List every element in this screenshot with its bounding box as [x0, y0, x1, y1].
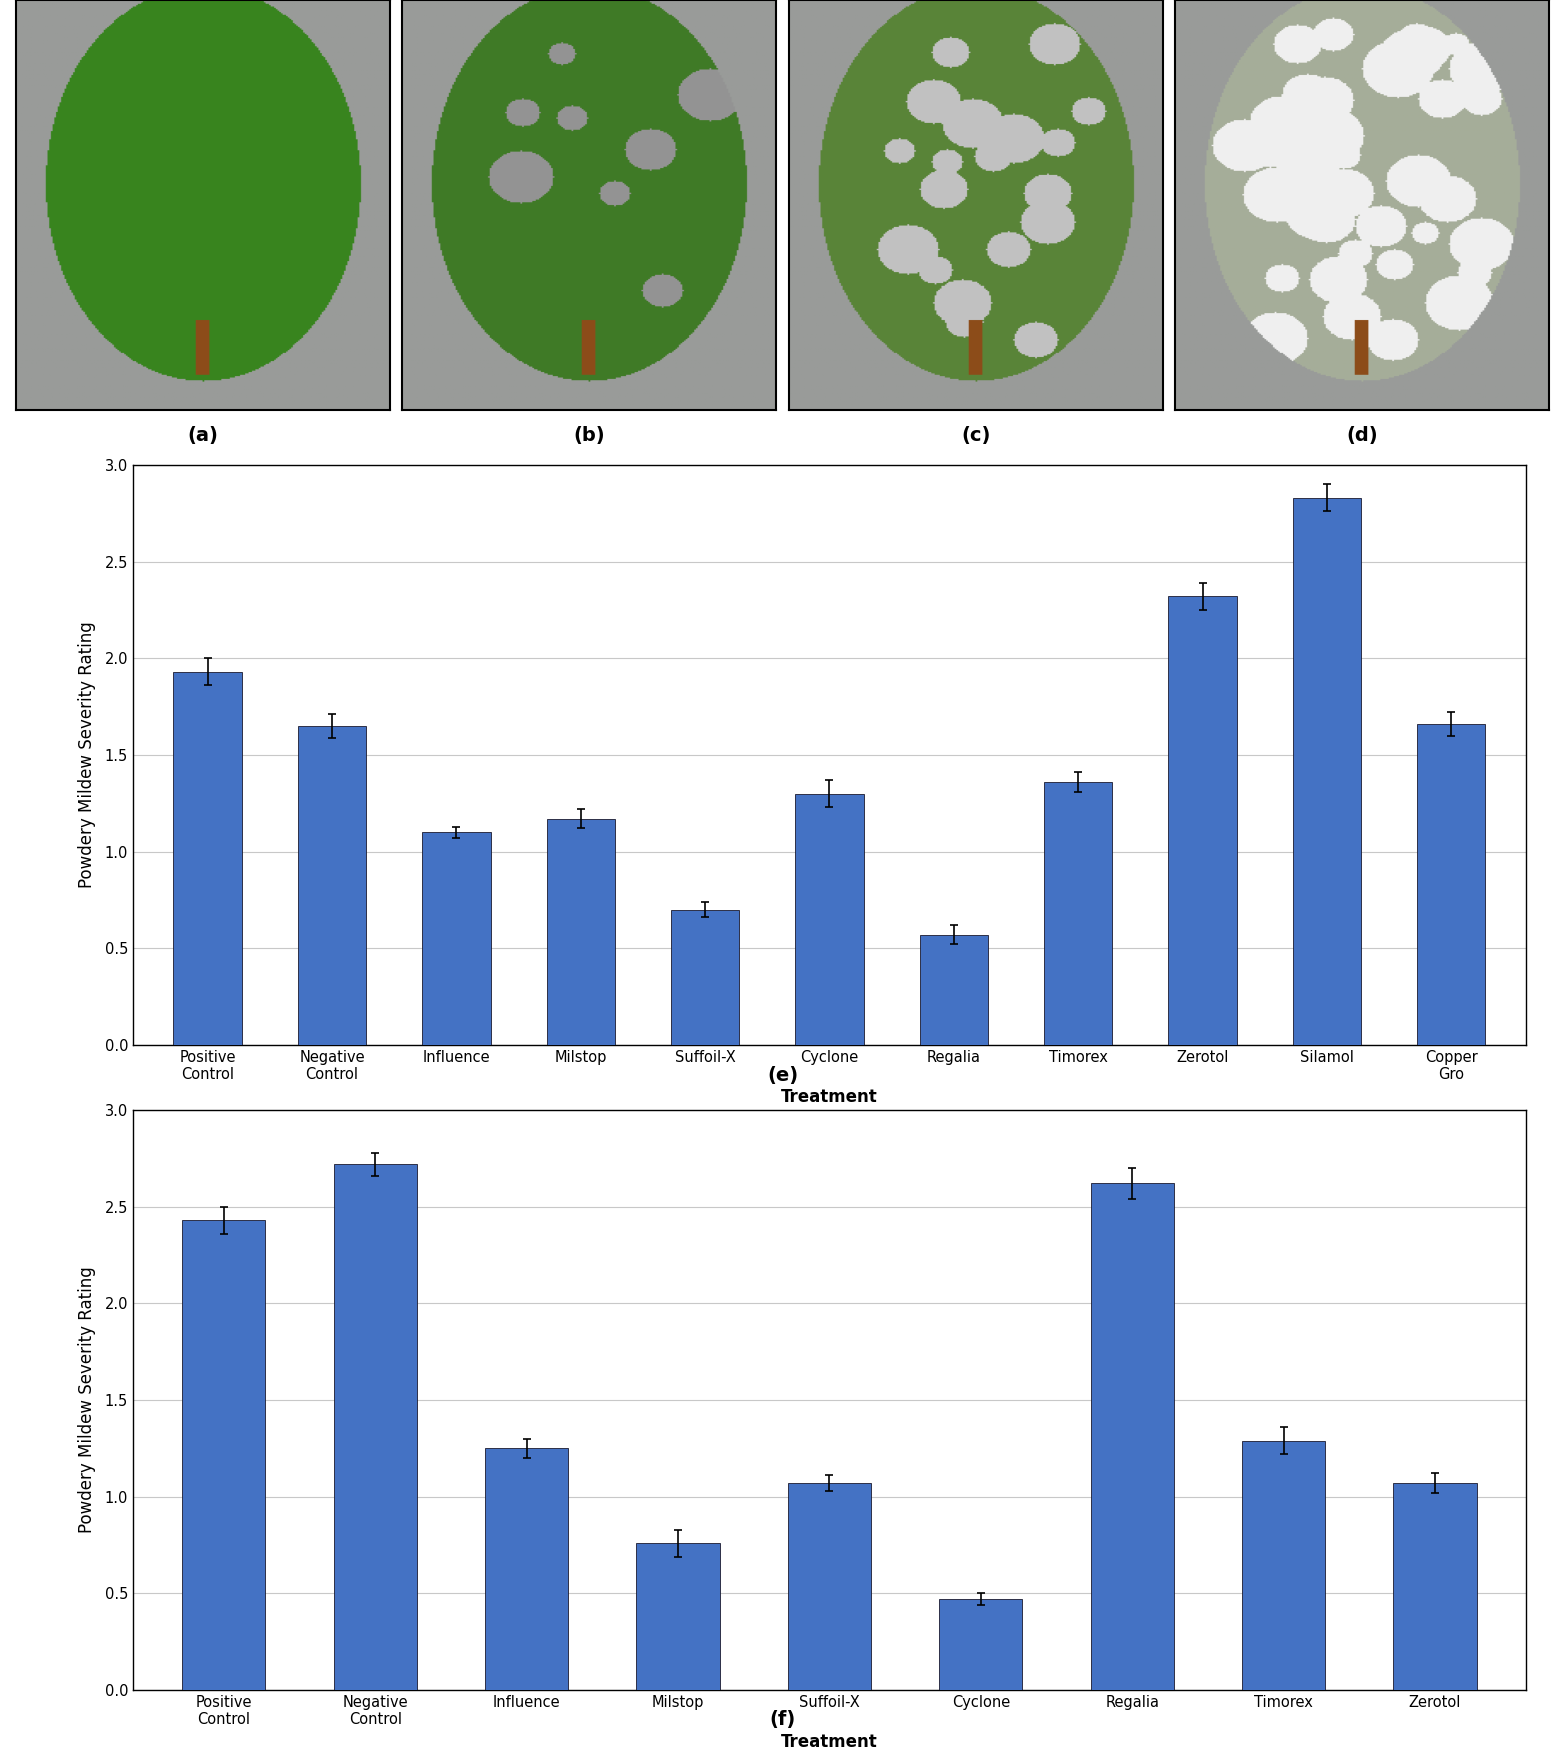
Bar	[174, 671, 243, 1045]
Bar	[1091, 1184, 1174, 1690]
Bar	[546, 819, 615, 1045]
Text: (b): (b)	[573, 425, 606, 445]
Text: (c): (c)	[961, 425, 991, 445]
Bar	[637, 1543, 720, 1690]
Bar	[1416, 724, 1485, 1045]
Text: (e): (e)	[767, 1065, 798, 1084]
Bar	[182, 1219, 266, 1690]
Bar	[333, 1165, 416, 1690]
Y-axis label: Powdery Mildew Severity Rating: Powdery Mildew Severity Rating	[78, 1267, 97, 1534]
Bar	[1393, 1483, 1477, 1690]
Bar	[1243, 1441, 1326, 1690]
X-axis label: Treatment: Treatment	[781, 1732, 878, 1750]
Bar	[671, 910, 739, 1045]
Bar	[485, 1448, 568, 1690]
Bar	[939, 1599, 1022, 1690]
Bar	[1169, 596, 1236, 1045]
X-axis label: Treatment: Treatment	[781, 1088, 878, 1105]
Bar	[787, 1483, 872, 1690]
Y-axis label: Powdery Mildew Severity Rating: Powdery Mildew Severity Rating	[78, 622, 97, 889]
Bar	[920, 935, 988, 1045]
Text: (a): (a)	[188, 425, 218, 445]
Bar	[297, 726, 366, 1045]
Bar	[795, 794, 864, 1045]
Bar	[1293, 497, 1362, 1045]
Text: (f): (f)	[770, 1711, 795, 1729]
Text: (d): (d)	[1346, 425, 1379, 445]
Bar	[423, 833, 490, 1045]
Bar	[1044, 782, 1113, 1045]
